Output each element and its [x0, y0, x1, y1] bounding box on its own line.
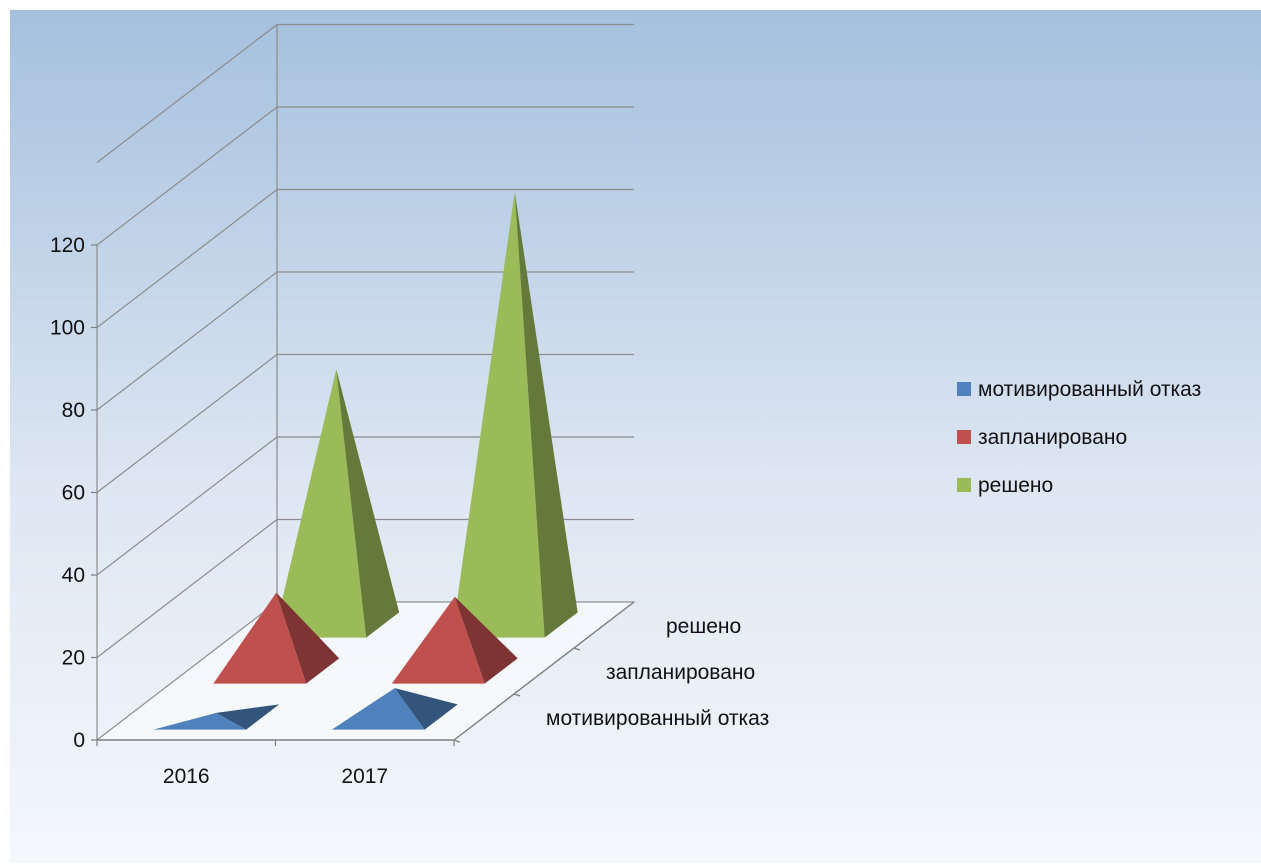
y-tick-labels: 0 20 40 60 80 100 120 — [50, 234, 97, 752]
pyramid-front-face — [331, 688, 425, 730]
pyramid-side-face — [514, 191, 578, 638]
depth-label: мотивированный отказ — [546, 707, 769, 730]
pyramid-side-face — [276, 592, 340, 684]
depth-label: запланировано — [606, 661, 755, 684]
depth-tick-mark — [513, 693, 521, 697]
pyramid-front-face — [451, 191, 545, 638]
pyramid-mark — [153, 704, 280, 730]
y-tick-label: 80 — [62, 399, 85, 422]
pyramid-front-face — [153, 712, 247, 730]
legend-label: решено — [978, 474, 1053, 497]
pyramid-mark — [213, 592, 340, 684]
y-tick-label: 0 — [73, 729, 85, 752]
legend: мотивированный отказ запланировано решено — [957, 378, 1201, 497]
depth-tick-mark — [453, 739, 461, 743]
gridline-side — [96, 354, 278, 493]
legend-swatch — [957, 478, 971, 492]
gridline-side — [96, 519, 278, 658]
pyramid-side-face — [216, 704, 280, 730]
pyramid-front-face — [273, 369, 367, 638]
pyramid-mark — [451, 191, 578, 638]
gridline-side — [96, 271, 278, 411]
depth-axis-line — [453, 601, 635, 741]
pyramid-mark — [273, 369, 400, 638]
y-tick-label: 60 — [62, 482, 85, 505]
legend-label: запланировано — [978, 426, 1127, 449]
y-tick-label: 40 — [62, 564, 85, 587]
depth-label: решено — [666, 615, 741, 638]
y-tick-label: 20 — [62, 647, 85, 670]
depth-labels: мотивированный отказ запланировано решено — [453, 615, 769, 743]
depth-tick-mark — [573, 647, 581, 651]
pyramid-front-face — [213, 592, 307, 684]
gridline-side — [96, 436, 278, 576]
pyramid-side-face — [454, 596, 518, 684]
y-tick-label: 100 — [50, 317, 85, 340]
pyramid-front-face — [391, 596, 485, 684]
y-tick-label: 120 — [50, 234, 85, 257]
gridline-side — [96, 106, 278, 246]
pyramids — [153, 191, 578, 730]
x-category-labels: 2016 2017 — [96, 740, 455, 788]
legend-swatch — [957, 382, 971, 396]
pyramid-mark — [331, 688, 458, 730]
gridlines — [96, 23, 634, 741]
gridline-side — [96, 24, 278, 163]
gridline-side — [96, 189, 278, 328]
x-category-label: 2016 — [163, 765, 210, 788]
x-category-label: 2017 — [341, 765, 388, 788]
legend-label: мотивированный отказ — [978, 378, 1201, 401]
pyramid-side-face — [336, 369, 400, 638]
pyramid-mark — [391, 596, 518, 684]
pyramid-side-face — [394, 688, 458, 730]
legend-swatch — [957, 430, 971, 444]
